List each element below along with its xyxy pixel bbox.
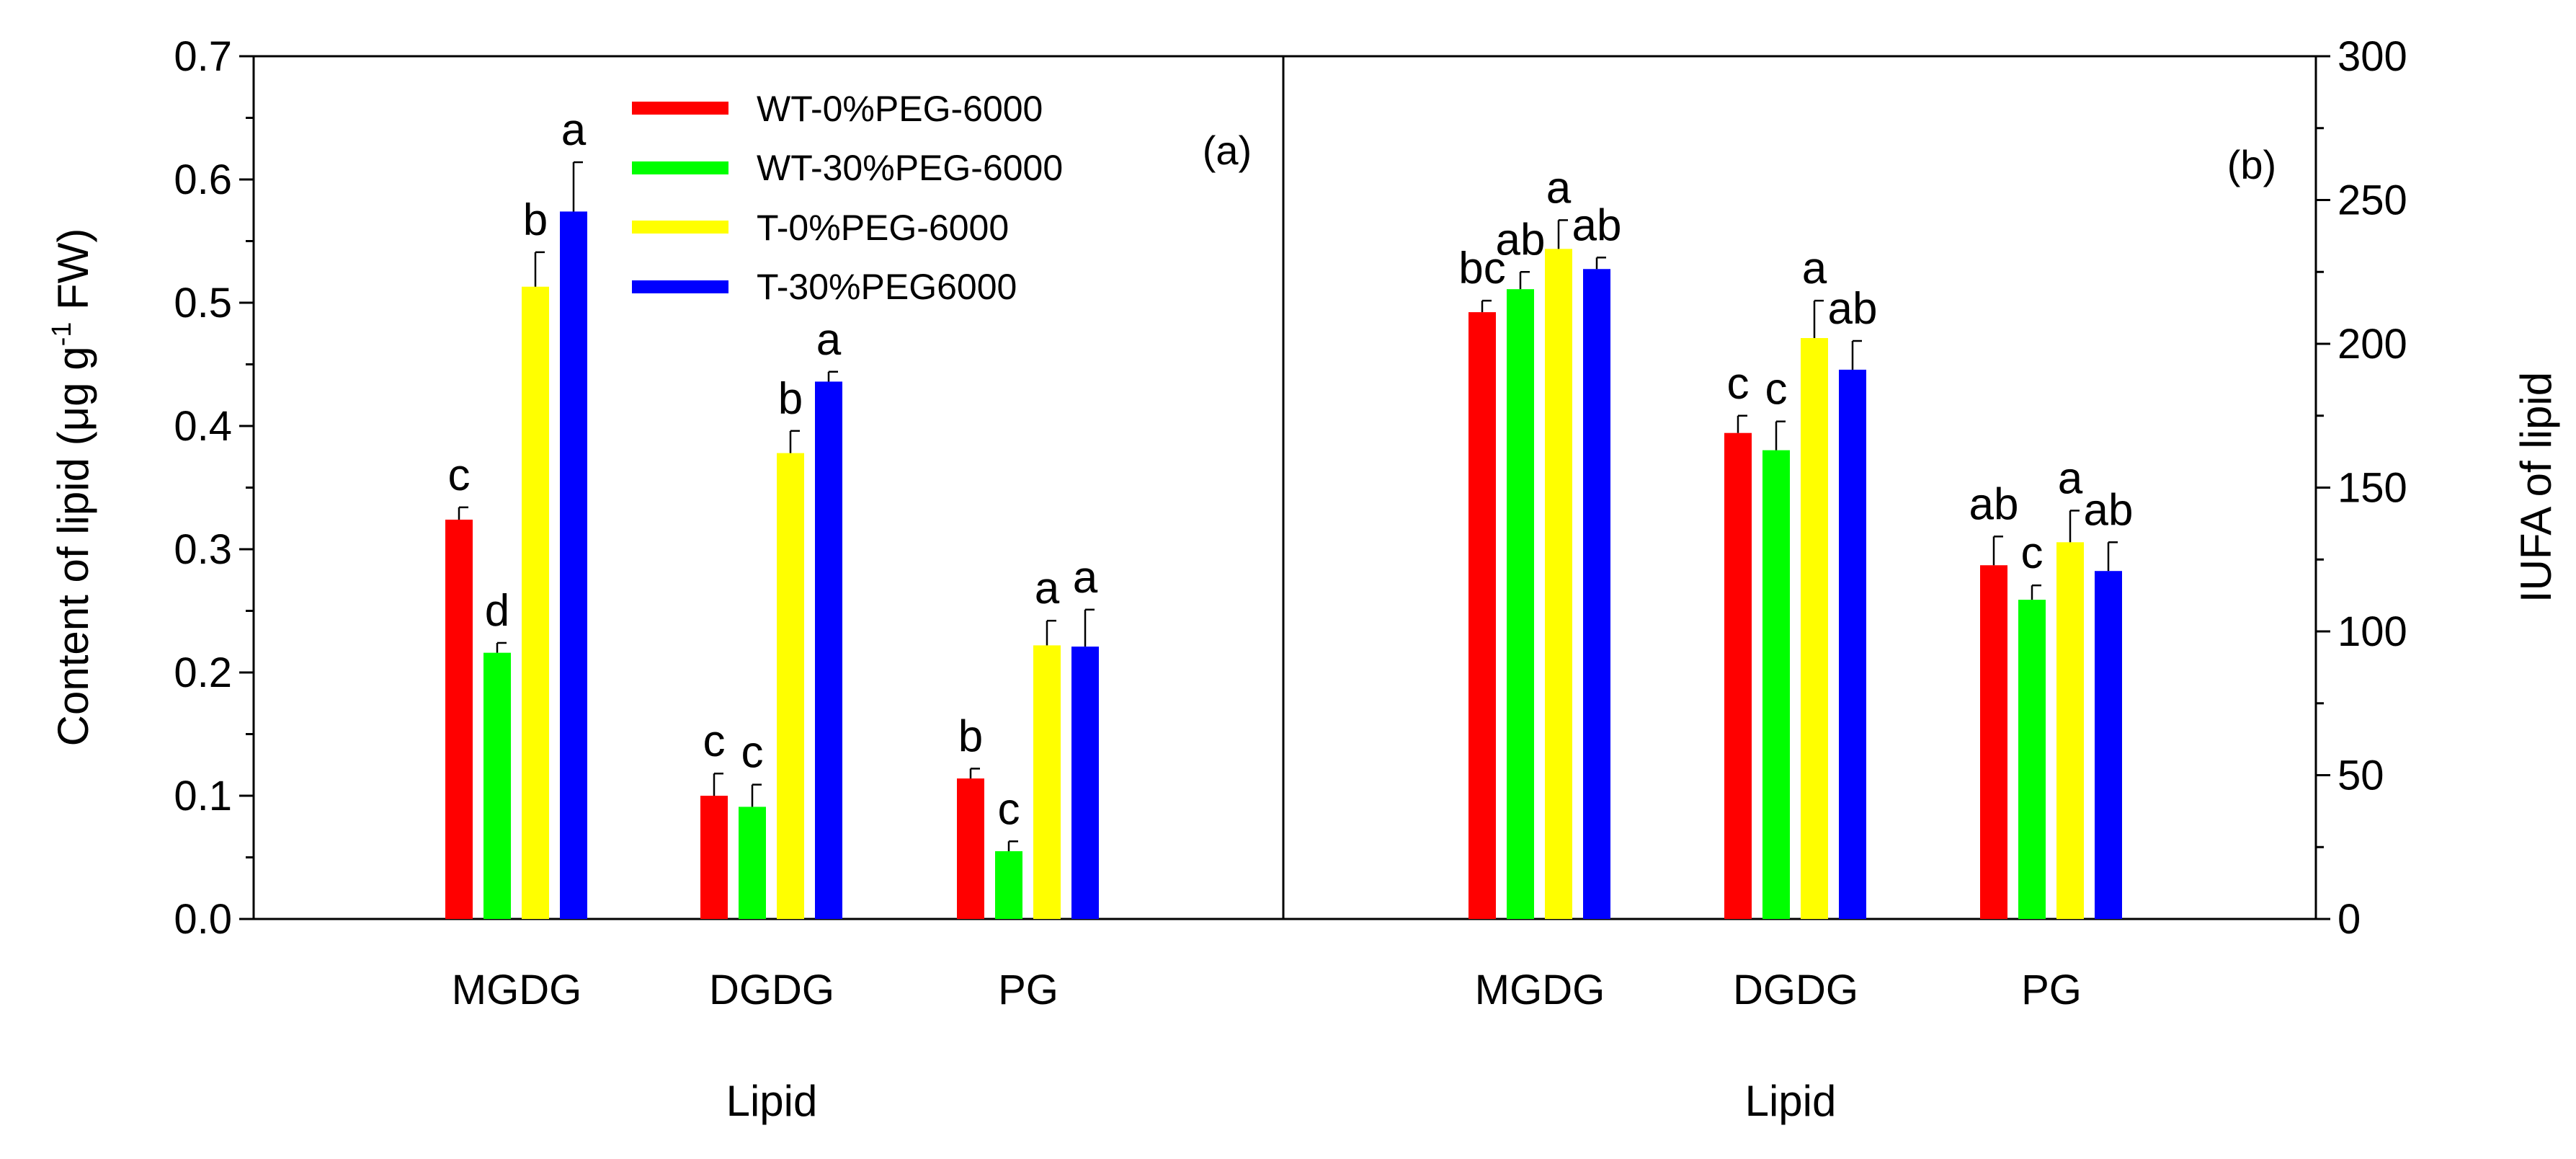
panel-a-significance-letter: a xyxy=(1035,564,1060,613)
panel-a-x-tick-label: MGDG xyxy=(452,967,581,1013)
panel-b-significance-letter: bc xyxy=(1458,244,1505,293)
panel-b-significance-letter: c xyxy=(2021,528,2044,578)
legend-label: WT-0%PEG-6000 xyxy=(757,89,1043,129)
panel-b-bar xyxy=(1762,450,1790,919)
panel-b-bar xyxy=(1583,269,1610,919)
panel-a-y-axis: 0.0 0.1 0.2 0.3 0.4 0.5 0.6 0.7 xyxy=(174,33,254,943)
panel-b-label: (b) xyxy=(2227,142,2276,187)
panel-a-y-tick-label: 0.7 xyxy=(174,33,232,80)
panel-a-y-tick-label: 0.3 xyxy=(174,526,232,573)
panel-b-bar xyxy=(1801,338,1828,919)
panel-a-y-tick-label: 0.2 xyxy=(174,649,232,696)
panel-b-y-tick-label: 0 xyxy=(2337,896,2361,943)
panel-b-significance-letter: a xyxy=(2058,453,2083,503)
panel-b-bar xyxy=(2095,571,2122,919)
panel-b-bar xyxy=(1980,565,2007,919)
panel-a-bar xyxy=(483,652,511,919)
panel-b-significance-letter: c xyxy=(1727,359,1750,409)
panel-a-bar xyxy=(777,453,804,919)
panel-b-significance-letter: ab xyxy=(2084,485,2134,535)
panel-b-bar xyxy=(1839,369,1866,919)
panel-a-significance-letter: d xyxy=(485,586,509,636)
panel-a-significance-letter: c xyxy=(703,716,726,766)
panel-a-significance-letter: b xyxy=(958,711,983,761)
panel-a-bar xyxy=(1071,647,1099,919)
panel-a-bar xyxy=(560,211,587,920)
panel-b-significance-letter: a xyxy=(1802,244,1827,293)
panel-a-label: (a) xyxy=(1203,128,1252,173)
legend: WT-0%PEG-6000 WT-30%PEG-6000 T-0%PEG-600… xyxy=(632,89,1063,307)
legend-swatch-t-30 xyxy=(632,280,728,293)
panel-b-x-tick-label: PG xyxy=(2021,967,2082,1013)
panel-b-y-tick-label: 150 xyxy=(2337,465,2407,512)
legend-label: WT-30%PEG-6000 xyxy=(757,148,1063,188)
panel-b-significance-letter: ab xyxy=(1969,479,2019,529)
panel-a-significance-letter: c xyxy=(998,784,1020,834)
panel-b-y-tick-label: 250 xyxy=(2337,177,2407,224)
panel-b-significance-letter: ab xyxy=(1496,215,1546,265)
panel-b-y-tick-label: 100 xyxy=(2337,608,2407,655)
panel-a-y-tick-label: 0.5 xyxy=(174,280,232,327)
panel-b-y-tick-label: 300 xyxy=(2337,33,2407,80)
panel-a-significance-letter: b xyxy=(778,374,803,424)
panel-b-x-tick-label: MGDG xyxy=(1475,967,1605,1013)
legend-label: T-30%PEG6000 xyxy=(757,267,1017,307)
panel-a-bar xyxy=(522,286,549,919)
panel-b-bar xyxy=(1724,432,1752,919)
panel-b-significance-letter: ab xyxy=(1572,200,1622,250)
panel-b-bar xyxy=(1469,312,1496,919)
legend-label: T-0%PEG-6000 xyxy=(757,208,1009,248)
panel-b-x-axis-title: Lipid xyxy=(1745,1077,1837,1125)
panel-a-bar xyxy=(739,807,766,919)
panel-b-significance-letter: ab xyxy=(1828,284,1878,334)
panel-b-bar xyxy=(2056,542,2084,919)
panel-a-bar xyxy=(1033,645,1061,919)
panel-a-y-tick-label: 0.1 xyxy=(174,773,232,820)
panel-b-significance-letter: a xyxy=(1546,163,1572,213)
panel-a-significance-letter: c xyxy=(741,728,764,778)
panel-a-significance-letter: b xyxy=(523,195,548,245)
panel-a-x-axis-title: Lipid xyxy=(726,1077,818,1125)
panel-b-bar xyxy=(2018,600,2046,919)
panel-a-y-axis-title: Content of lipid (μg g-1 FW) xyxy=(47,228,97,747)
panel-b-y-tick-label: 200 xyxy=(2337,321,2407,368)
legend-swatch-wt-30 xyxy=(632,161,728,174)
panel-b-y-tick-label: 50 xyxy=(2337,752,2384,799)
legend-swatch-t-0 xyxy=(632,221,728,234)
panel-b-y-axis: 0 50 100 150 200 250 300 xyxy=(2316,33,2407,943)
legend-swatch-wt-0 xyxy=(632,102,728,115)
panel-b-significance-letter: c xyxy=(1765,365,1788,414)
panel-a-significance-letter: a xyxy=(1073,553,1098,603)
panel-b-bar xyxy=(1545,249,1572,920)
panel-a-bar xyxy=(995,851,1022,919)
panel-a-bar xyxy=(957,778,984,919)
panel-a-x-tick-label: PG xyxy=(998,967,1059,1013)
panel-a-significance-letter: a xyxy=(561,105,587,155)
panel-b-y-axis-title: IUFA of lipid xyxy=(2512,372,2560,603)
panel-b-bar xyxy=(1507,289,1534,919)
panel-a-bar xyxy=(815,381,842,919)
panel-a-bar xyxy=(700,796,728,919)
panel-a-x-tick-label: DGDG xyxy=(709,967,834,1013)
panel-a-significance-letter: a xyxy=(816,315,842,365)
panel-a-y-tick-label: 0.0 xyxy=(174,896,232,943)
panel-a-y-tick-label: 0.6 xyxy=(174,156,232,203)
panel-a-significance-letter: c xyxy=(448,450,471,500)
panel-a-bar xyxy=(445,519,473,919)
panel-b-x-tick-label: DGDG xyxy=(1733,967,1858,1013)
panel-a-y-tick-label: 0.4 xyxy=(174,403,232,450)
